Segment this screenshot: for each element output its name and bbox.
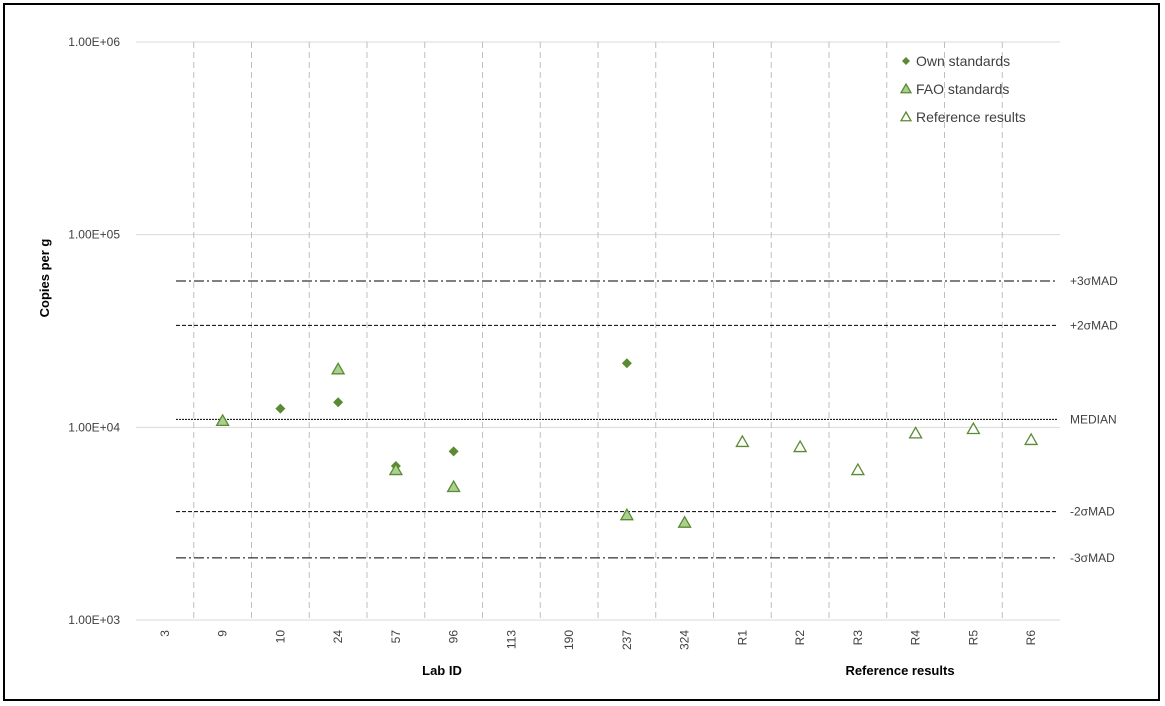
x-tick-label: 237	[620, 630, 634, 650]
reference-line-labels: +3σMAD +2σMAD MEDIAN -2σMAD -3σMAD	[1070, 274, 1118, 565]
x-tick-label: 10	[273, 630, 287, 644]
legend-label: Own standards	[916, 53, 1010, 69]
x-tick-label: 113	[504, 630, 518, 649]
x-tick-label: 9	[216, 630, 230, 637]
data-point	[677, 515, 692, 528]
x-tick-label: 57	[389, 630, 403, 644]
y-tick-label: 1.00E+06	[68, 35, 120, 49]
x-tick-label: R2	[793, 630, 807, 646]
data-point	[1024, 432, 1039, 446]
y-tick-label: 1.00E+04	[68, 420, 120, 434]
y-tick-label: 1.00E+05	[68, 228, 120, 242]
reference-line-label: -2σMAD	[1070, 505, 1115, 519]
x-tick-label: 190	[562, 630, 576, 650]
x-tick-label: 324	[678, 630, 692, 650]
data-point	[331, 362, 346, 375]
x-axis-label-secondary: Reference results	[845, 663, 954, 678]
x-tick-label: 3	[158, 630, 172, 637]
data-point	[621, 358, 632, 369]
legend-label: Reference results	[916, 109, 1026, 125]
x-tick-label: R3	[851, 630, 865, 646]
legend-marker	[899, 110, 913, 122]
reference-lines	[176, 280, 1058, 559]
legend-marker	[899, 82, 913, 94]
data-point	[275, 403, 286, 414]
data-point	[735, 434, 750, 448]
data-points	[215, 358, 1039, 528]
x-tick-label: 96	[447, 630, 461, 644]
data-point	[448, 446, 459, 457]
data-point	[333, 397, 344, 408]
data-point	[215, 413, 230, 427]
x-tick-label: R1	[735, 630, 749, 646]
y-tick-label: 1.00E+03	[68, 613, 120, 627]
reference-line-label: +2σMAD	[1070, 318, 1118, 332]
data-point	[966, 421, 981, 435]
legend-marker	[902, 57, 910, 65]
reference-line-label: MEDIAN	[1070, 412, 1117, 426]
reference-line-label: -3σMAD	[1070, 551, 1115, 565]
y-axis-label: Copies per g	[37, 239, 52, 318]
y-tick-labels: 1.00E+03 1.00E+04 1.00E+05 1.00E+06	[68, 35, 120, 627]
data-point	[388, 462, 403, 476]
data-point	[908, 426, 923, 439]
x-tick-labels: 3 9 10 24 57 96 113 190 237 324 R1 R2 R3 R4 R5 R6	[158, 630, 1038, 650]
data-point	[619, 507, 634, 521]
legend-label: FAO standards	[916, 81, 1009, 97]
legend: Own standards FAO standards Reference resu…	[899, 53, 1026, 125]
x-axis-label: Lab ID	[422, 663, 462, 678]
x-tick-label: R6	[1024, 630, 1038, 646]
x-tick-label: R5	[966, 630, 980, 646]
reference-line-label: +3σMAD	[1070, 274, 1118, 288]
data-point	[793, 439, 808, 453]
x-tick-label: 24	[331, 630, 345, 644]
data-point	[850, 462, 865, 476]
grid	[136, 41, 1060, 621]
data-point	[446, 479, 461, 493]
x-tick-label: R4	[909, 630, 923, 646]
chart-frame	[3, 3, 1160, 701]
